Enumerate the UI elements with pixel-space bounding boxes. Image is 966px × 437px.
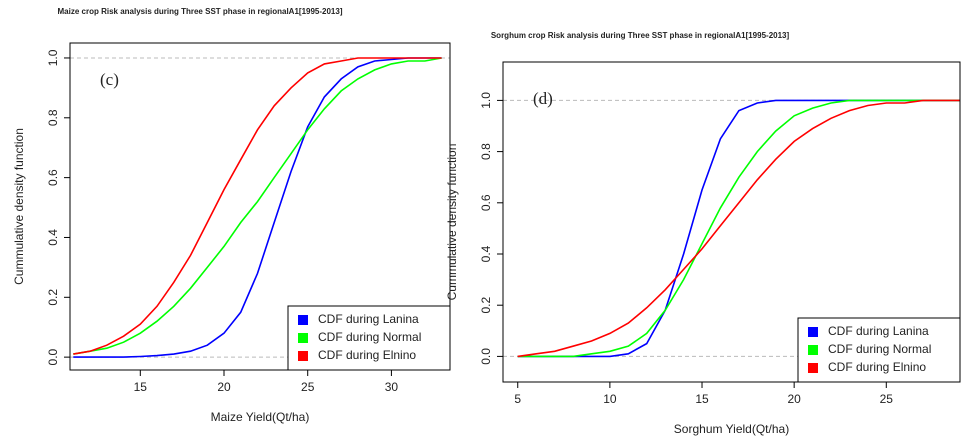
legend-box bbox=[797, 317, 961, 383]
x-axis-label: Sorghum Yield(Qt/ha) bbox=[674, 422, 789, 436]
plot-frame bbox=[502, 61, 961, 383]
legend-label: CDF during Lanina bbox=[318, 312, 419, 326]
x-axis-label: Maize Yield(Qt/ha) bbox=[211, 410, 310, 424]
legend-label: CDF during Elnino bbox=[828, 360, 926, 374]
annotation: (c) bbox=[100, 70, 119, 89]
y-axis-label: Cummulative density function bbox=[445, 144, 459, 301]
annotation: (d) bbox=[533, 89, 553, 108]
plot-frame bbox=[69, 42, 451, 371]
cdf-line bbox=[517, 99, 960, 358]
y-tick-label: 0.0 bbox=[479, 348, 493, 365]
legend-swatch bbox=[298, 333, 308, 343]
x-tick-label: 15 bbox=[695, 392, 709, 406]
legend-label: CDF during Lanina bbox=[828, 324, 929, 338]
x-tick-label: 25 bbox=[301, 380, 315, 394]
y-tick-label: 0.6 bbox=[479, 194, 493, 211]
legend-swatch bbox=[298, 351, 308, 361]
y-tick-label: 0.0 bbox=[46, 348, 60, 365]
cdf-line bbox=[73, 57, 442, 358]
cdf-line bbox=[73, 57, 442, 355]
x-tick-label: 15 bbox=[134, 380, 148, 394]
legend-label: CDF during Elnino bbox=[318, 348, 416, 362]
legend-swatch bbox=[808, 363, 818, 373]
y-axis-label: Cummulative density function bbox=[12, 128, 26, 285]
x-tick-label: 20 bbox=[217, 380, 231, 394]
x-tick-label: 30 bbox=[385, 380, 399, 394]
y-tick-label: 0.2 bbox=[46, 289, 60, 306]
legend-swatch bbox=[808, 345, 818, 355]
legend-swatch bbox=[298, 315, 308, 325]
legend-box bbox=[287, 305, 451, 371]
x-tick-label: 20 bbox=[787, 392, 801, 406]
y-tick-label: 0.4 bbox=[46, 229, 60, 246]
y-tick-label: 0.8 bbox=[46, 109, 60, 126]
legend-label: CDF during Normal bbox=[828, 342, 931, 356]
cdf-line bbox=[73, 57, 442, 355]
y-tick-label: 0.8 bbox=[479, 143, 493, 160]
chart-title: Sorghum crop Risk analysis during Three … bbox=[491, 31, 790, 40]
y-tick-label: 0.2 bbox=[479, 297, 493, 314]
legend-label: CDF during Normal bbox=[318, 330, 421, 344]
cdf-line bbox=[517, 99, 960, 358]
x-tick-label: 10 bbox=[603, 392, 617, 406]
y-tick-label: 0.6 bbox=[46, 169, 60, 186]
y-tick-label: 1.0 bbox=[479, 92, 493, 109]
legend-swatch bbox=[808, 327, 818, 337]
x-tick-label: 25 bbox=[880, 392, 894, 406]
chart-title: Maize crop Risk analysis during Three SS… bbox=[58, 7, 343, 16]
y-tick-label: 1.0 bbox=[46, 49, 60, 66]
x-tick-label: 5 bbox=[514, 392, 521, 406]
y-tick-label: 0.4 bbox=[479, 245, 493, 262]
